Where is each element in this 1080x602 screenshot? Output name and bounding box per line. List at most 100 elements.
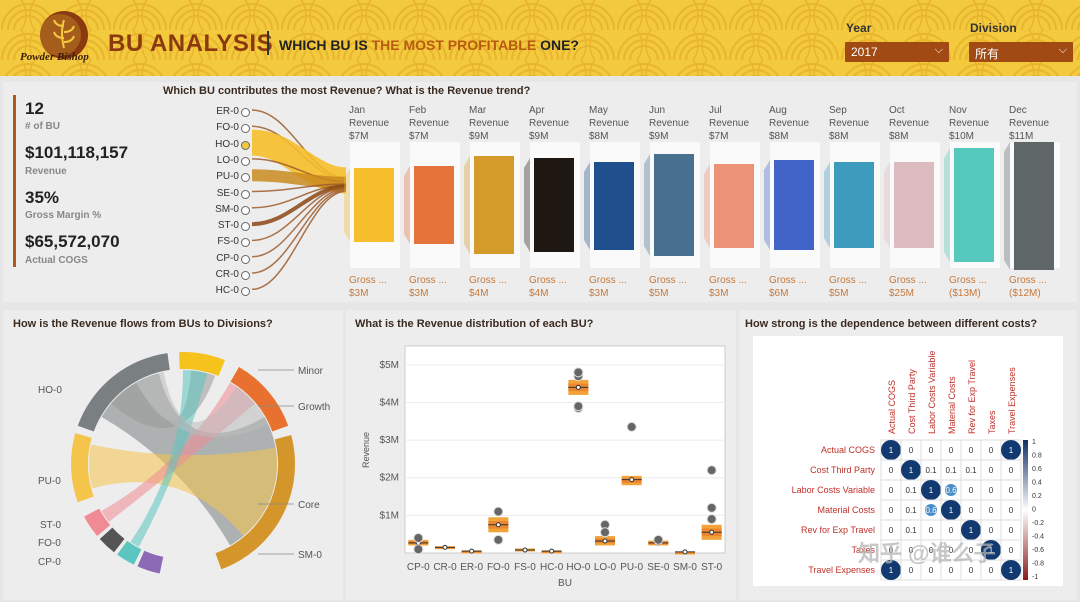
chord-label-core: Core (298, 500, 320, 511)
x-tick-cr-0: CR-0 (433, 562, 457, 573)
month-rev: $7M (709, 131, 729, 142)
bu-selector-ho-0[interactable] (241, 140, 250, 150)
month-rev-label: Revenue (1009, 118, 1050, 129)
x-tick-hc-0: HC-0 (540, 562, 564, 573)
month-name: Feb (409, 105, 427, 116)
kpi-bu-count-label: # of BU (25, 121, 60, 132)
bu-selector-sm-0[interactable] (241, 205, 250, 215)
bu-selector-se-0[interactable] (241, 189, 250, 199)
bu-selector-er-0[interactable] (241, 108, 250, 117)
bu-label-er-0[interactable]: ER-0 (216, 106, 239, 117)
corr-row-label: Cost Third Party (810, 465, 875, 475)
month-bar-sep (834, 162, 874, 248)
mean-ho-0 (575, 384, 581, 390)
chord-label-sm-0: SM-0 (298, 550, 322, 561)
month-name: Sep (829, 105, 847, 116)
corr-circle (921, 480, 941, 500)
month-rev: $11M (1009, 131, 1034, 142)
corr-value: 0 (889, 526, 894, 535)
mean-fo-0 (495, 522, 501, 528)
corr-value: 0.1 (965, 466, 977, 475)
outlier-ho-0 (573, 401, 584, 412)
corr-circle (1001, 560, 1021, 580)
month-name: Dec (1009, 105, 1027, 116)
month-bar-feb (414, 166, 454, 244)
month-gm: $25M (889, 288, 915, 299)
month-gm-label: Gross ... (409, 275, 447, 286)
division-filter-value: 所有 (975, 47, 1000, 61)
corr-value: 0.1 (905, 506, 917, 515)
bu-label-ho-0[interactable]: HO-0 (215, 138, 239, 150)
month-gm-label: Gross ... (529, 275, 567, 286)
month-name: Jul (709, 105, 722, 116)
month-flow-mar (464, 156, 470, 254)
bu-label-fs-0[interactable]: FS-0 (217, 236, 239, 248)
corr-scale-label: 0.8 (1032, 453, 1042, 460)
chord-panel-title: How is the Revenue flows from BUs to Div… (13, 318, 273, 330)
page-subtitle: WHICH BU IS THE MOST PROFITABLE ONE? (279, 37, 579, 53)
month-rev: $9M (649, 131, 669, 142)
division-filter-select[interactable]: 所有 ⌵ (969, 42, 1073, 62)
month-rev-label: Revenue (349, 118, 390, 129)
year-filter-select[interactable]: 2017 ⌵ (845, 42, 949, 62)
y-tick-label: $1M (380, 510, 399, 521)
x-tick-fs-0: FS-0 (514, 562, 536, 573)
bu-label-pu-0[interactable]: PU-0 (216, 171, 239, 183)
corr-circle (925, 504, 937, 516)
month-gm-label: Gross ... (829, 275, 867, 286)
bu-label-lo-0[interactable]: LO-0 (216, 154, 239, 166)
corr-value: 0.1 (905, 526, 917, 535)
bu-selector-st-0[interactable] (241, 222, 250, 232)
month-rev: $8M (889, 131, 909, 142)
corr-value: 0 (949, 566, 954, 575)
mean-fs-0 (522, 547, 528, 553)
revenue-sankey (250, 109, 1060, 291)
sankey-link-cp-0 (251, 188, 347, 258)
month-margin-may: Gross ... $3M (589, 274, 627, 300)
corr-value: 0 (1009, 526, 1014, 535)
subtitle-pre: WHICH BU IS (279, 37, 368, 53)
revenue-panel-title: Which BU contributes the most Revenue? W… (163, 85, 531, 97)
month-rev-label: Revenue (829, 118, 870, 129)
bu-selector-fo-0[interactable] (241, 124, 250, 134)
corr-circle (881, 560, 901, 580)
month-gm-label: Gross ... (709, 275, 747, 286)
mean-lo-0 (602, 538, 608, 544)
bu-label-cp-0[interactable]: CP-0 (216, 252, 239, 264)
month-rev: $9M (529, 131, 549, 142)
corr-value: 1 (889, 566, 894, 575)
bu-label-fo-0[interactable]: FO-0 (216, 122, 239, 134)
corr-col-label: Rev for Exp Travel (967, 360, 977, 434)
month-rev: $10M (949, 131, 975, 142)
bu-selector-pu-0[interactable] (241, 173, 250, 183)
month-header-sep: Sep Revenue $8M (829, 104, 869, 143)
corr-scale-label: -0.4 (1032, 534, 1044, 541)
corr-value: 0 (949, 446, 954, 455)
corr-value: 1 (969, 526, 974, 535)
month-header-jun: Jun Revenue $9M (649, 104, 689, 143)
bu-selector-cp-0[interactable] (241, 254, 250, 264)
corr-value: 0 (1009, 466, 1014, 475)
month-name: Jan (349, 105, 366, 116)
bu-selector-hc-0[interactable] (241, 287, 250, 297)
sankey-link-st-0 (251, 184, 347, 227)
mean-er-0 (469, 548, 475, 554)
month-rev-label: Revenue (649, 118, 690, 129)
wave-pattern (0, 0, 1080, 76)
mean-sm-0 (682, 549, 688, 555)
kpi-accent-bar (13, 95, 16, 267)
bu-label-cr-0[interactable]: CR-0 (215, 269, 239, 280)
bu-label-sm-0[interactable]: SM-0 (215, 203, 239, 215)
brand-logo: Powder Bishop (20, 8, 102, 68)
bu-label-hc-0[interactable]: HC-0 (215, 285, 239, 297)
bu-selector-fs-0[interactable] (241, 238, 250, 248)
bu-selector-lo-0[interactable] (241, 156, 250, 166)
corr-value: 0.1 (925, 466, 937, 475)
bu-selector-cr-0[interactable] (241, 271, 250, 280)
bu-label-st-0[interactable]: ST-0 (217, 220, 239, 232)
bu-label-se-0[interactable]: SE-0 (216, 187, 239, 199)
month-header-jul: Jul Revenue $7M (709, 104, 749, 143)
corr-value: 0 (889, 466, 894, 475)
corr-col-label: Actual COGS (887, 380, 897, 434)
kpi-revenue: $101,118,157 (25, 143, 129, 162)
